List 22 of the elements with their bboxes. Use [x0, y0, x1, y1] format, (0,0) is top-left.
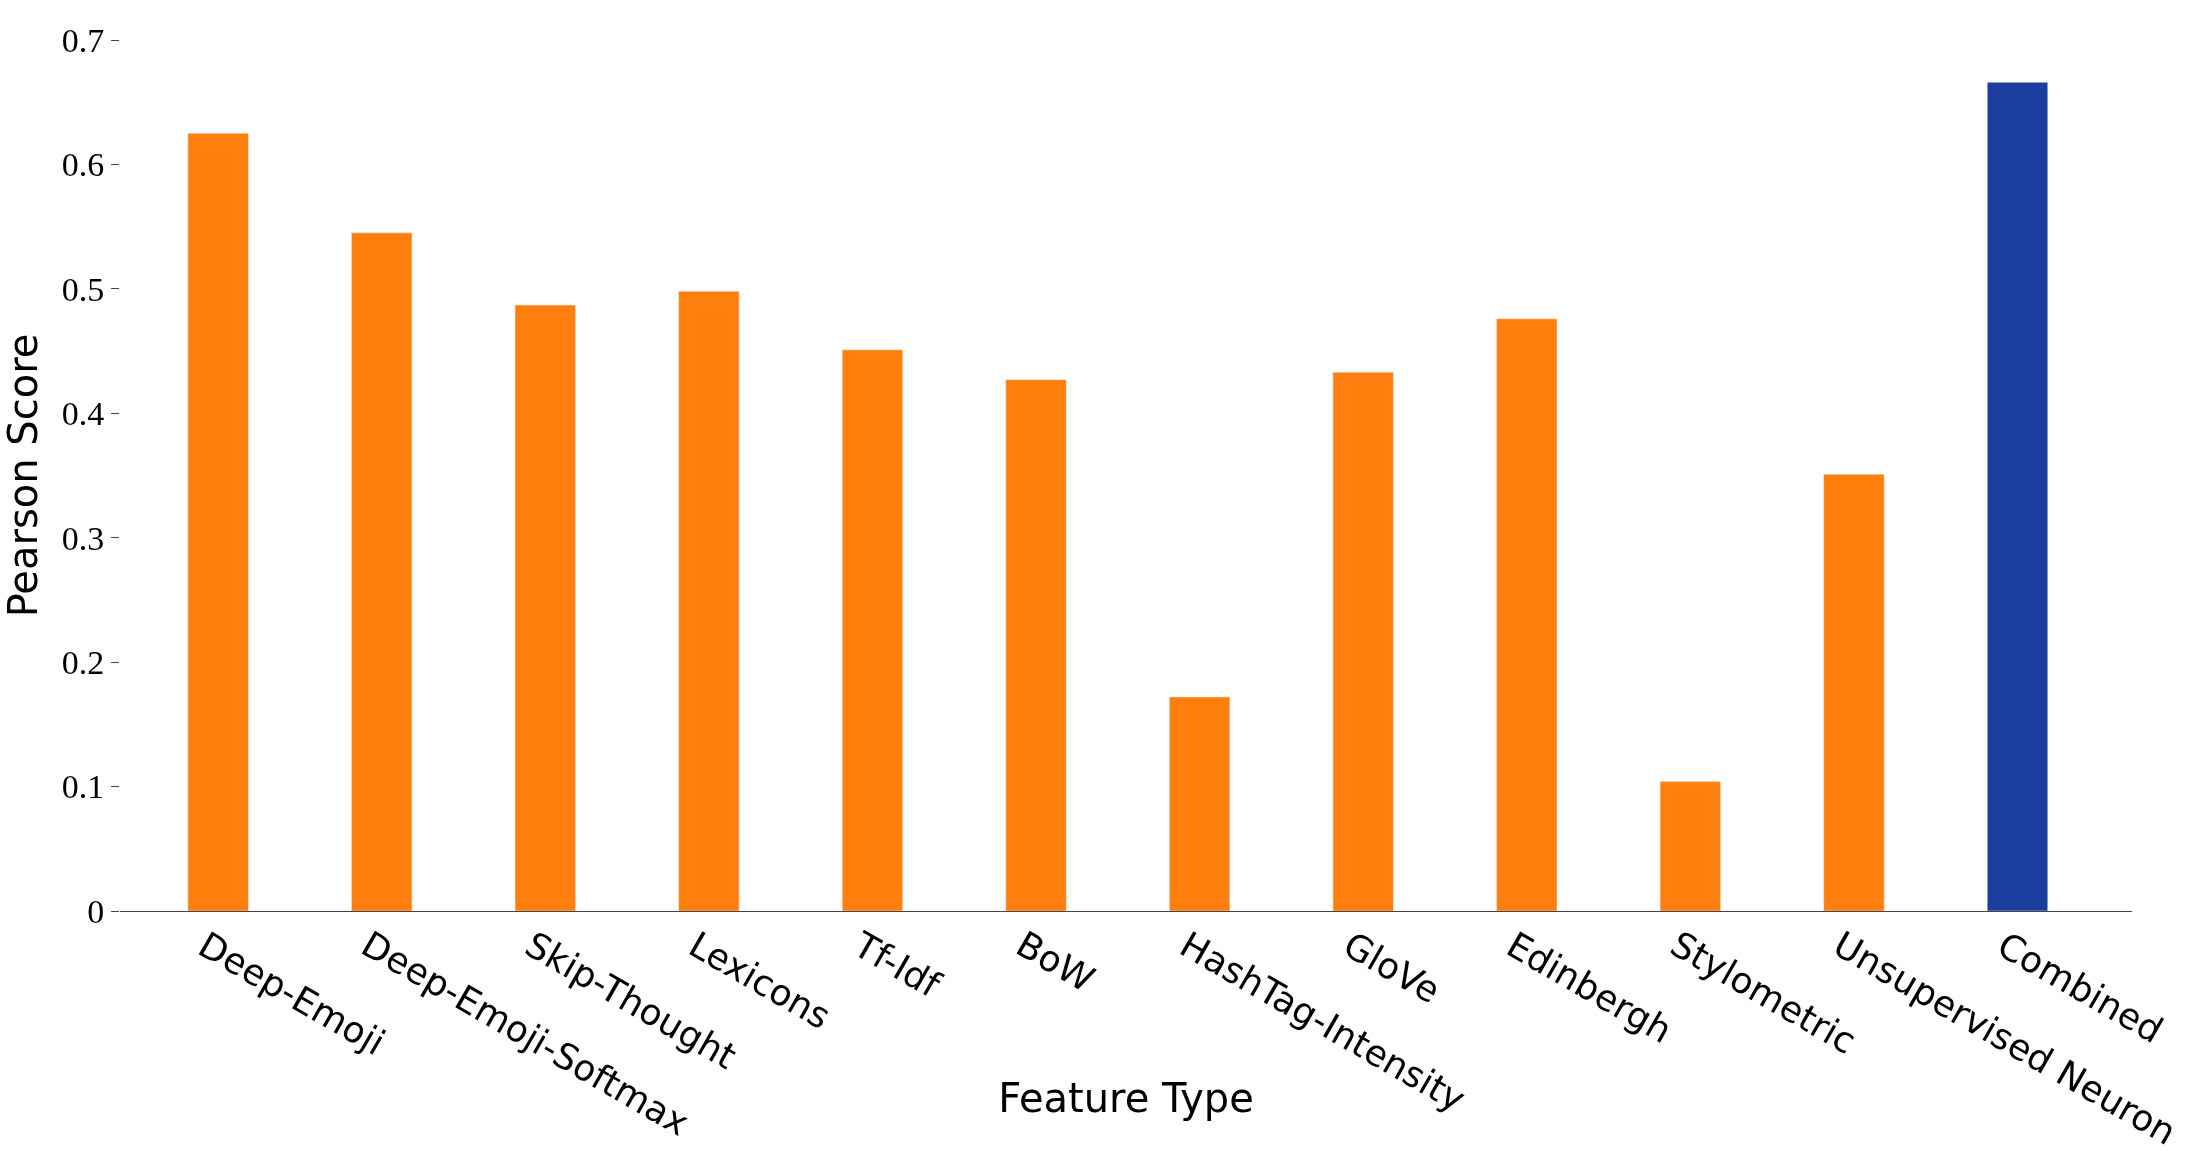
y-tick-label: 0.5 [61, 270, 105, 308]
y-tick-label: 0.7 [61, 21, 105, 59]
bar [841, 349, 903, 911]
bar [187, 133, 249, 911]
bar [1986, 82, 2049, 911]
y-tick-label: 0.3 [61, 519, 105, 557]
bar [1332, 371, 1394, 911]
bar [514, 304, 576, 911]
y-tick-label: 0.4 [61, 395, 105, 433]
x-tick-label: BoW [1009, 923, 1102, 1000]
bar [678, 291, 740, 911]
bar [1659, 781, 1721, 911]
bar [351, 232, 413, 911]
bar [1005, 379, 1067, 911]
y-tick-label: 0.2 [61, 644, 105, 682]
bar [1496, 318, 1558, 911]
bar [1823, 474, 1885, 911]
bar [1169, 696, 1231, 911]
y-axis-title: Pearson Score [0, 333, 46, 618]
y-tick-label: 0.6 [61, 146, 105, 184]
y-tick-label: 0.1 [61, 768, 105, 806]
y-tick-label: 0 [87, 892, 105, 930]
